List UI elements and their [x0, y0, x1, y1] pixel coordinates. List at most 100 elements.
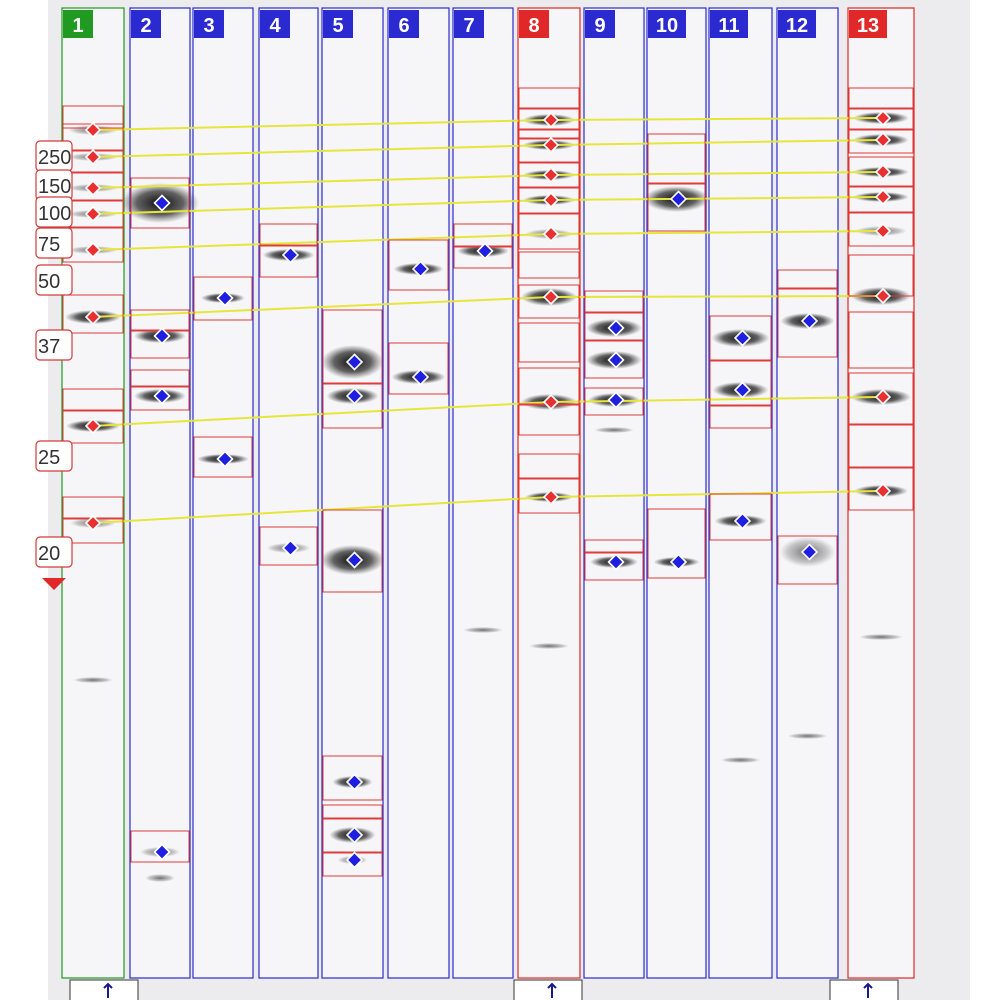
sample-band-marker-7-1[interactable] — [476, 242, 494, 260]
lane-10[interactable] — [646, 7, 707, 979]
sample-band-marker-2-4[interactable] — [153, 843, 171, 861]
standard-band-marker-13-7[interactable] — [874, 388, 892, 406]
sample-band-marker-9-2[interactable] — [607, 351, 625, 369]
standard-band-marker-13-6[interactable] — [874, 287, 892, 305]
band-box-lane-8-13[interactable] — [518, 453, 580, 479]
band-box-lane-4-3[interactable] — [259, 526, 318, 566]
lane-tab-6[interactable]: 6 — [389, 10, 419, 38]
sample-band-marker-10-2[interactable] — [669, 553, 688, 571]
band-box-lane-11-1[interactable] — [709, 315, 772, 361]
lane-tab-13[interactable]: 13 — [849, 10, 887, 38]
standard-band-marker-13-4[interactable] — [874, 188, 892, 206]
sample-band-marker-5-2[interactable] — [345, 387, 364, 405]
standard-band-marker-13-1[interactable] — [874, 109, 892, 127]
band-box-lane-9-6[interactable] — [584, 552, 644, 581]
band-box-lane-3-2[interactable] — [193, 436, 253, 478]
band-box-lane-13-5[interactable] — [848, 186, 914, 213]
sample-band-marker-3-1[interactable] — [216, 289, 234, 307]
band-box-lane-5-3[interactable] — [322, 509, 383, 593]
standard-band-marker-8-1[interactable] — [542, 111, 560, 129]
lane-tab-10[interactable]: 10 — [648, 10, 686, 38]
sample-band-marker-2-1[interactable] — [153, 194, 171, 212]
band-box-lane-8-6[interactable] — [518, 187, 580, 214]
standard-band-marker-8-4[interactable] — [542, 191, 560, 209]
lane-6[interactable] — [387, 7, 450, 979]
band-box-lane-8-9[interactable] — [518, 284, 580, 319]
lane-tab-1[interactable]: 1 — [63, 10, 93, 38]
lane-4[interactable] — [258, 7, 319, 979]
sample-band-marker-5-3[interactable] — [345, 551, 364, 569]
standard-band-marker-1-4[interactable] — [84, 205, 102, 223]
band-box-lane-11-4[interactable] — [709, 493, 772, 541]
band-box-lane-13-9[interactable] — [848, 372, 914, 425]
band-box-lane-8-3[interactable] — [518, 129, 580, 139]
sample-band-marker-9-3[interactable] — [607, 391, 625, 409]
lane-5[interactable] — [321, 7, 384, 979]
footer-anchor-3[interactable] — [829, 979, 899, 1000]
sample-band-marker-5-6[interactable] — [345, 851, 364, 869]
sample-band-marker-4-2[interactable] — [281, 539, 300, 557]
band-box-lane-12-2[interactable] — [777, 288, 838, 358]
band-box-lane-3-1[interactable] — [193, 276, 253, 321]
band-box-lane-8-14[interactable] — [518, 478, 580, 514]
band-box-lane-8-8[interactable] — [518, 251, 580, 279]
standard-band-marker-8-2[interactable] — [542, 136, 560, 154]
lane-tab-9[interactable]: 9 — [585, 10, 615, 38]
sample-band-marker-5-1[interactable] — [345, 353, 364, 371]
footer-anchor-1[interactable] — [69, 979, 139, 1000]
band-box-lane-1-7[interactable] — [62, 294, 124, 334]
band-box-lane-8-2[interactable] — [518, 108, 580, 130]
band-box-lane-4-1[interactable] — [259, 223, 318, 246]
sample-band-marker-11-1[interactable] — [733, 329, 752, 347]
band-box-lane-2-1[interactable] — [130, 177, 190, 229]
sample-band-marker-3-2[interactable] — [216, 450, 234, 468]
band-box-lane-4-2[interactable] — [259, 245, 318, 278]
lane-tab-5[interactable]: 5 — [323, 10, 353, 38]
band-box-lane-5-2[interactable] — [322, 383, 383, 429]
down-arrow-icon[interactable] — [42, 578, 66, 590]
band-box-lane-2-5[interactable] — [130, 386, 190, 411]
band-box-lane-12-3[interactable] — [777, 535, 838, 585]
lane-7[interactable] — [452, 7, 514, 979]
lane-tab-2[interactable]: 2 — [131, 10, 161, 38]
lane-tab-8[interactable]: 8 — [519, 10, 549, 38]
band-box-lane-8-10[interactable] — [518, 322, 580, 363]
band-box-lane-9-1[interactable] — [584, 290, 644, 313]
band-box-lane-5-6[interactable] — [322, 818, 383, 853]
band-box-lane-11-3[interactable] — [709, 405, 772, 429]
band-box-lane-9-2[interactable] — [584, 312, 644, 341]
band-box-lane-5-7[interactable] — [322, 852, 383, 877]
standard-band-marker-13-3[interactable] — [874, 163, 892, 181]
band-box-lane-6-2[interactable] — [388, 342, 449, 395]
lane-tab-7[interactable]: 7 — [454, 10, 484, 38]
band-box-lane-8-5[interactable] — [518, 162, 580, 188]
standard-band-marker-8-6[interactable] — [542, 288, 560, 306]
band-box-lane-6-1[interactable] — [388, 239, 449, 291]
lane-3[interactable] — [192, 7, 254, 979]
band-box-lane-12-1[interactable] — [777, 269, 838, 289]
band-box-lane-8-1[interactable] — [518, 87, 580, 109]
standard-band-marker-8-8[interactable] — [542, 488, 560, 506]
sample-band-marker-10-1[interactable] — [669, 190, 688, 208]
band-box-lane-10-1[interactable] — [647, 133, 706, 184]
band-box-lane-5-4[interactable] — [322, 755, 383, 801]
lane-tab-12[interactable]: 12 — [778, 10, 816, 38]
band-box-lane-5-5[interactable] — [322, 804, 383, 819]
standard-band-marker-8-3[interactable] — [542, 166, 560, 184]
lane-tab-4[interactable]: 4 — [260, 10, 290, 38]
standard-band-marker-1-8[interactable] — [84, 514, 102, 532]
band-box-lane-13-6[interactable] — [848, 212, 914, 247]
sample-band-marker-5-4[interactable] — [345, 773, 364, 791]
band-box-lane-2-6[interactable] — [130, 830, 190, 863]
standard-band-marker-13-2[interactable] — [874, 131, 892, 149]
sample-band-marker-12-1[interactable] — [800, 312, 819, 330]
sample-band-marker-12-2[interactable] — [800, 543, 819, 561]
standard-band-marker-1-7[interactable] — [84, 417, 102, 435]
band-box-lane-9-4[interactable] — [584, 387, 644, 416]
standard-band-marker-1-5[interactable] — [84, 241, 102, 259]
band-box-lane-9-3[interactable] — [584, 340, 644, 379]
band-box-lane-13-8[interactable] — [848, 311, 914, 369]
lane-tab-3[interactable]: 3 — [194, 10, 224, 38]
band-box-lane-13-2[interactable] — [848, 108, 914, 130]
